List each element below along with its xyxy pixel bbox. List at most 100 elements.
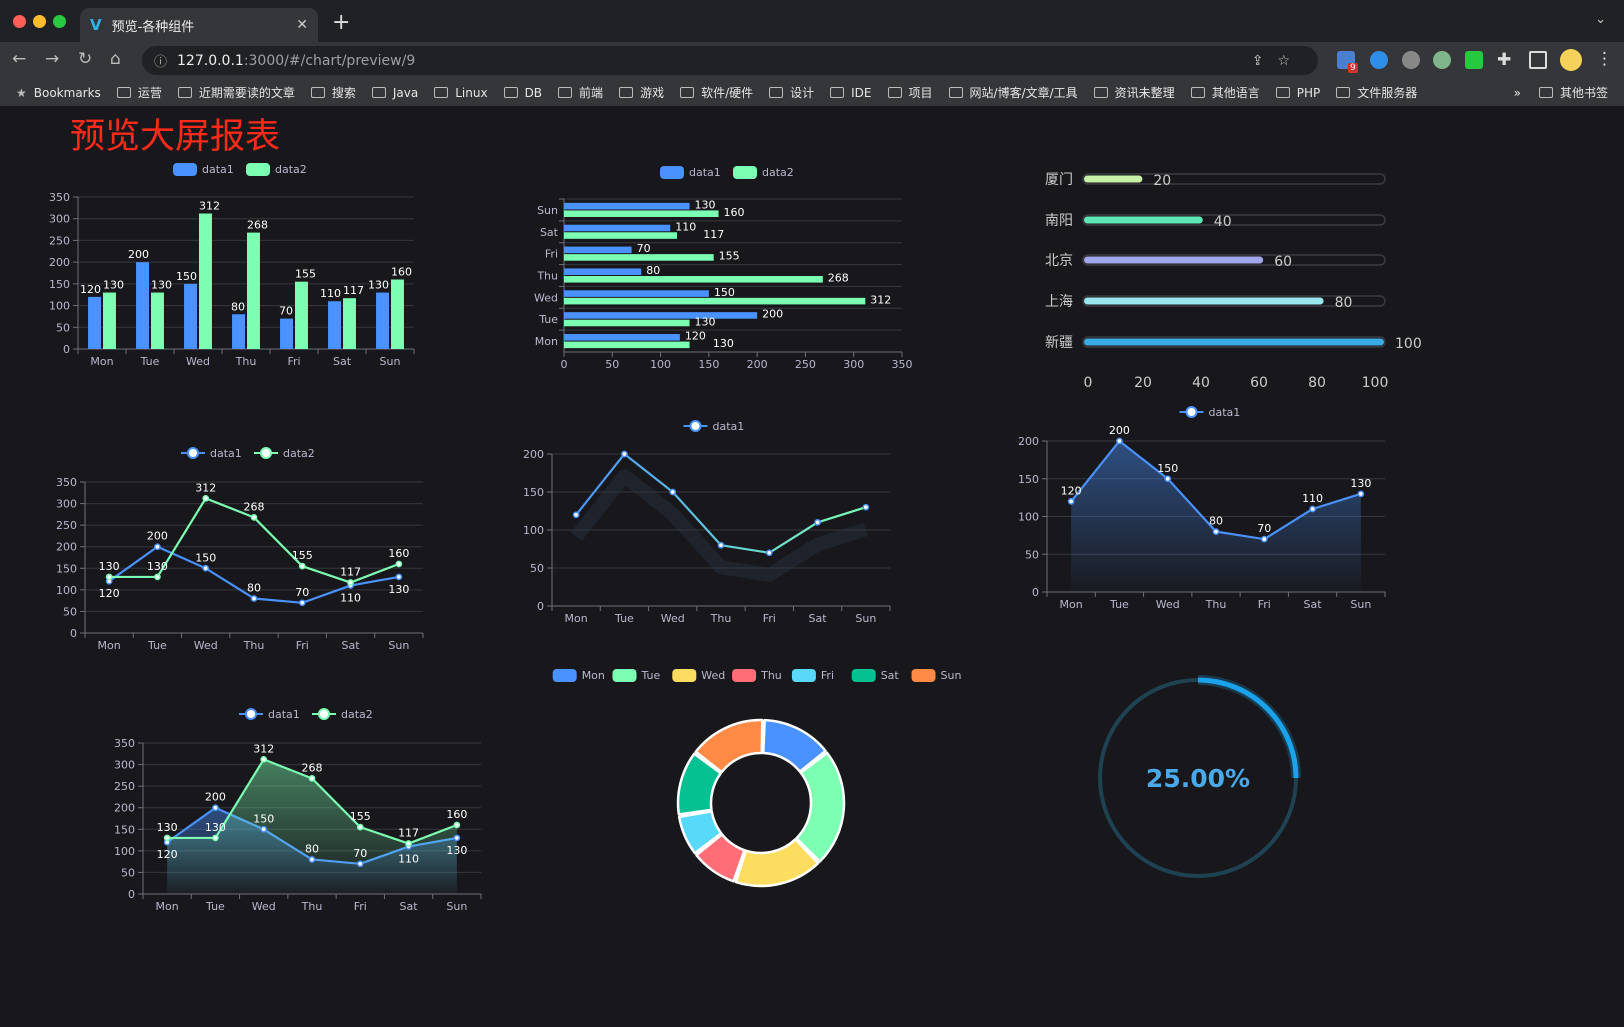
point-value-label: 160 bbox=[446, 808, 467, 821]
legend-item[interactable]: data2 bbox=[733, 166, 794, 179]
donut-slice[interactable] bbox=[761, 718, 827, 773]
home-icon[interactable]: ⌂ bbox=[110, 49, 121, 69]
bookmark-star-icon[interactable]: ☆ bbox=[1277, 52, 1304, 69]
menu-kebab-icon[interactable]: ⋮ bbox=[1596, 49, 1613, 69]
browser-tab[interactable]: V 预览-各种组件 ✕ bbox=[80, 8, 318, 42]
forward-icon[interactable]: → bbox=[45, 49, 60, 69]
bookmarks-button[interactable]: ★ Bookmarks bbox=[16, 85, 101, 100]
y-tick-label: 150 bbox=[114, 823, 135, 836]
bookmark-folder[interactable]: 搜索 bbox=[310, 84, 356, 101]
bookmark-folder[interactable]: 网站/博客/文章/工具 bbox=[948, 84, 1078, 101]
bookmark-folder[interactable]: 设计 bbox=[769, 84, 814, 101]
extension-diamond-icon[interactable] bbox=[1370, 51, 1388, 69]
legend-item[interactable]: Mon bbox=[552, 669, 605, 682]
chart-8: 25.00% bbox=[1098, 675, 1301, 878]
progress-value-label: 20 bbox=[1153, 173, 1171, 189]
bar-value-label: 130 bbox=[695, 198, 716, 211]
city-label: 北京 bbox=[1045, 253, 1073, 269]
bookmark-folder[interactable]: 项目 bbox=[887, 84, 933, 101]
point-value-label: 110 bbox=[340, 592, 361, 605]
bar bbox=[184, 283, 197, 349]
x-tick-label: 80 bbox=[1308, 375, 1326, 391]
more-bookmarks-button[interactable]: » bbox=[1513, 85, 1521, 100]
bookmark-folder[interactable]: DB bbox=[503, 84, 542, 101]
legend-item[interactable]: data2 bbox=[246, 163, 307, 176]
data-point bbox=[163, 834, 171, 842]
legend-item[interactable]: data2 bbox=[312, 708, 373, 721]
x-tick-label: Mon bbox=[98, 639, 121, 652]
extension-gear-icon[interactable] bbox=[1402, 51, 1420, 69]
close-window-button[interactable] bbox=[13, 15, 26, 28]
legend-item[interactable]: data1 bbox=[683, 420, 745, 433]
bar bbox=[391, 279, 404, 349]
bookmark-folder[interactable]: 运营 bbox=[116, 84, 162, 101]
data-point bbox=[347, 579, 354, 586]
bookmark-folder[interactable]: 其他语言 bbox=[1190, 84, 1260, 101]
y-tick-label: Fri bbox=[545, 248, 558, 261]
donut-slice[interactable] bbox=[734, 838, 820, 888]
profile-avatar[interactable] bbox=[1560, 49, 1582, 71]
extensions-puzzle-icon[interactable]: ✚ bbox=[1497, 50, 1512, 70]
address-bar[interactable]: ⓘ 127.0.0.1:3000/#/chart/preview/9 ⇪☆ bbox=[142, 46, 1318, 75]
bar bbox=[564, 319, 690, 327]
donut-slice[interactable] bbox=[676, 752, 723, 816]
x-tick-label: 350 bbox=[892, 358, 913, 371]
area-fill bbox=[167, 759, 457, 894]
legend-item[interactable]: Tue bbox=[612, 669, 661, 682]
minimize-window-button[interactable] bbox=[33, 15, 46, 28]
bookmark-folder[interactable]: 前端 bbox=[558, 84, 603, 101]
legend-item[interactable]: data2 bbox=[254, 447, 315, 460]
donut-slice[interactable] bbox=[695, 833, 746, 883]
bar-value-label: 130 bbox=[103, 279, 124, 292]
donut-slice[interactable] bbox=[677, 810, 723, 855]
bookmark-folder[interactable]: 软件/硬件 bbox=[680, 84, 753, 101]
legend-item[interactable]: data1 bbox=[173, 163, 234, 176]
legend-item[interactable]: data1 bbox=[239, 708, 300, 721]
reload-icon[interactable]: ↻ bbox=[78, 49, 93, 69]
legend-item[interactable]: data1 bbox=[660, 166, 721, 179]
data-point bbox=[1357, 490, 1365, 498]
bookmark-folder[interactable]: IDE bbox=[830, 84, 872, 101]
bookmark-folder[interactable]: Java bbox=[371, 84, 418, 101]
bookmark-folder[interactable]: PHP bbox=[1275, 84, 1320, 101]
legend-item[interactable]: data1 bbox=[181, 447, 242, 460]
x-tick-label: 100 bbox=[1362, 375, 1389, 391]
tab-search-chevron-icon[interactable]: ⌄ bbox=[1595, 12, 1606, 27]
navigation-bar: ← → ↻ ⌂ ⓘ 127.0.0.1:3000/#/chart/preview… bbox=[0, 42, 1624, 79]
side-panel-icon[interactable] bbox=[1529, 51, 1547, 69]
legend-label: Wed bbox=[701, 669, 725, 682]
close-tab-icon[interactable]: ✕ bbox=[296, 17, 308, 33]
bookmark-folder[interactable]: 文件服务器 bbox=[1336, 84, 1417, 101]
legend-item[interactable]: data1 bbox=[1179, 406, 1241, 419]
site-info-icon[interactable]: ⓘ bbox=[154, 55, 168, 70]
point-value-label: 120 bbox=[1061, 484, 1082, 497]
bookmark-folder[interactable]: Linux bbox=[434, 84, 488, 101]
donut-slice[interactable] bbox=[694, 718, 764, 774]
bookmark-folder[interactable]: 资讯未整理 bbox=[1093, 84, 1175, 101]
x-tick-label: Sat bbox=[400, 900, 419, 913]
y-tick-label: 200 bbox=[49, 256, 70, 269]
donut-slice[interactable] bbox=[795, 751, 846, 863]
other-bookmarks-folder[interactable]: 其他书签 bbox=[1538, 84, 1608, 101]
point-value-label: 312 bbox=[253, 742, 274, 755]
y-tick-label: Mon bbox=[535, 335, 558, 348]
x-tick-label: Wed bbox=[252, 900, 276, 913]
legend-item[interactable]: Wed bbox=[672, 669, 725, 682]
legend-item[interactable]: Fri bbox=[791, 669, 834, 682]
new-tab-button[interactable]: + bbox=[332, 10, 351, 35]
x-tick-label: 20 bbox=[1134, 375, 1152, 391]
legend-item[interactable]: Sat bbox=[851, 669, 900, 682]
extension-star-icon[interactable] bbox=[1465, 51, 1483, 69]
maximize-window-button[interactable] bbox=[53, 15, 66, 28]
bar-value-label: 130 bbox=[713, 337, 734, 350]
bookmark-folder[interactable]: 游戏 bbox=[619, 84, 664, 101]
legend-item[interactable]: Thu bbox=[732, 669, 782, 682]
extension-circle-icon[interactable] bbox=[1433, 51, 1451, 69]
back-icon[interactable]: ← bbox=[12, 49, 27, 69]
legend-swatch-icon bbox=[246, 163, 270, 176]
bar-value-label: 130 bbox=[368, 279, 389, 292]
legend-item[interactable]: Sun bbox=[911, 669, 962, 682]
bookmark-folder[interactable]: 近期需要读的文章 bbox=[177, 84, 295, 101]
data-point bbox=[260, 756, 268, 763]
share-icon[interactable]: ⇪ bbox=[1251, 52, 1278, 69]
